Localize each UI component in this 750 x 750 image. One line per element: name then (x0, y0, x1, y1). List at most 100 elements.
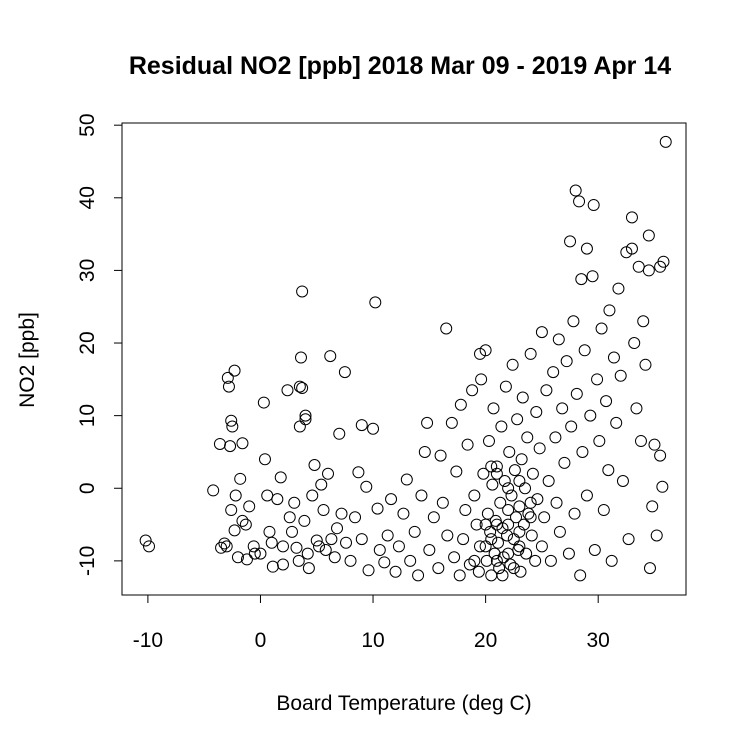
point (421, 416, 434, 429)
plot-frame (121, 122, 687, 596)
point (600, 395, 613, 408)
point (432, 562, 445, 575)
point (315, 478, 328, 491)
point (415, 489, 428, 502)
x-tick-label: 10 (361, 629, 384, 652)
point (257, 396, 270, 409)
point (568, 507, 581, 520)
point (637, 315, 650, 328)
point (220, 540, 233, 553)
chart-title: Residual NO2 [ppb] 2018 Mar 09 - 2019 Ap… (129, 52, 671, 80)
point (524, 347, 537, 360)
point (489, 514, 502, 527)
point (385, 493, 398, 506)
point (222, 380, 235, 393)
point (466, 384, 479, 397)
point (285, 525, 298, 538)
point (580, 489, 593, 502)
point (459, 504, 472, 517)
x-tick-label: -10 (133, 629, 163, 652)
point (482, 435, 495, 448)
point (564, 235, 577, 248)
point (470, 518, 483, 531)
point (607, 351, 620, 364)
point (514, 565, 527, 578)
point (549, 431, 562, 444)
point (642, 229, 655, 242)
point (490, 554, 503, 567)
point (533, 442, 546, 455)
point (371, 502, 384, 515)
point (610, 416, 623, 429)
point (236, 437, 249, 450)
point (224, 440, 237, 453)
point (639, 358, 652, 371)
point (254, 547, 267, 560)
point (558, 456, 571, 469)
point (597, 504, 610, 517)
point (485, 460, 498, 473)
point (276, 558, 289, 571)
point (344, 554, 357, 567)
point (505, 489, 518, 502)
point (646, 500, 659, 513)
point (524, 511, 537, 524)
point (562, 547, 575, 560)
point (333, 427, 346, 440)
point (578, 344, 591, 357)
point (648, 438, 661, 451)
point (553, 525, 566, 538)
point (317, 504, 330, 517)
y-tick-label: 50 (76, 113, 99, 136)
point (381, 529, 394, 542)
point (525, 529, 538, 542)
point (576, 445, 589, 458)
point (293, 420, 306, 433)
point (263, 525, 276, 538)
point (352, 466, 365, 479)
point (397, 507, 410, 520)
point (296, 285, 309, 298)
point (301, 547, 314, 560)
point (524, 496, 537, 509)
point (659, 135, 672, 148)
point (550, 496, 563, 509)
y-tick-label: 0 (76, 482, 99, 494)
point (412, 569, 425, 582)
point (547, 366, 560, 379)
point (228, 524, 241, 537)
point (218, 537, 231, 550)
point (453, 569, 466, 582)
point (515, 453, 528, 466)
point (526, 467, 539, 480)
point (513, 525, 526, 538)
point (520, 547, 533, 560)
point (283, 511, 296, 524)
point (630, 402, 643, 415)
point (293, 380, 306, 393)
point (602, 464, 615, 477)
y-tick-label: 10 (76, 404, 99, 427)
point (296, 382, 309, 395)
point (498, 474, 511, 487)
point (472, 565, 485, 578)
point (616, 474, 629, 487)
point (310, 534, 323, 547)
point (423, 543, 436, 556)
point (276, 540, 289, 553)
point (247, 540, 260, 553)
point (274, 471, 287, 484)
point (335, 507, 348, 520)
point (654, 449, 667, 462)
y-tick-label: 20 (76, 331, 99, 354)
point (239, 518, 252, 531)
point (632, 260, 645, 273)
point (574, 569, 587, 582)
point (373, 543, 386, 556)
point (468, 554, 481, 567)
point (496, 569, 509, 582)
point (519, 482, 532, 495)
point (367, 422, 380, 435)
point (529, 554, 542, 567)
point (221, 371, 234, 384)
